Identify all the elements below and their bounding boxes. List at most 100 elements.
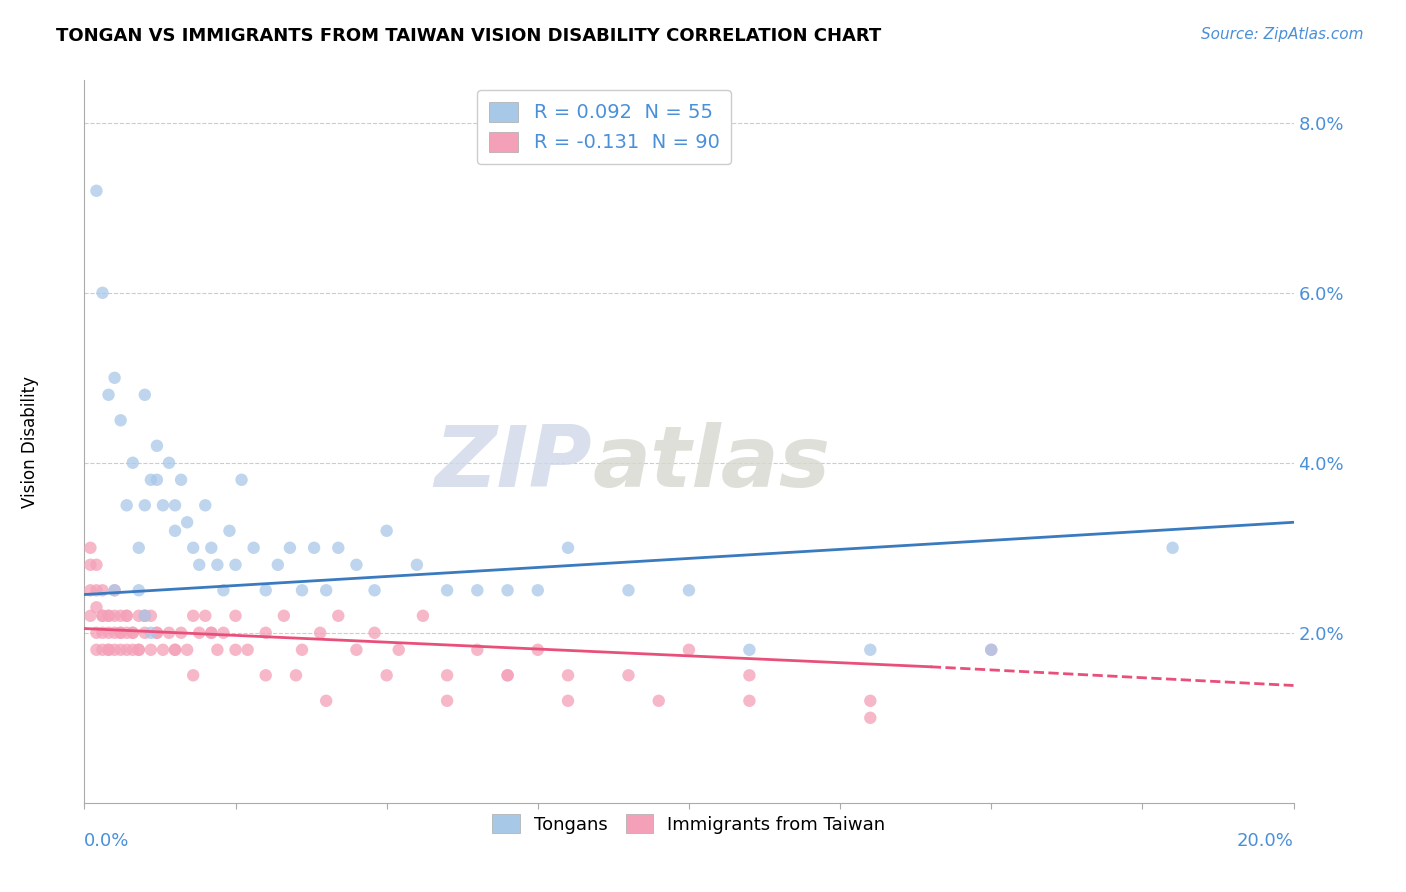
Point xyxy=(254,668,277,682)
Point xyxy=(254,583,277,598)
Point xyxy=(273,608,295,623)
Text: 0.0%: 0.0% xyxy=(84,831,129,850)
Point xyxy=(496,668,519,682)
Point xyxy=(104,583,127,598)
Point xyxy=(176,516,198,530)
Point xyxy=(146,439,169,453)
Point xyxy=(104,371,127,385)
Point xyxy=(363,625,385,640)
Point xyxy=(278,541,301,555)
Point xyxy=(110,413,132,427)
Point xyxy=(207,558,229,572)
Point xyxy=(859,694,882,708)
Point xyxy=(152,498,174,512)
Point xyxy=(188,558,211,572)
Point xyxy=(104,608,127,623)
Point xyxy=(139,473,162,487)
Text: Source: ZipAtlas.com: Source: ZipAtlas.com xyxy=(1201,27,1364,42)
Point xyxy=(212,583,235,598)
Point xyxy=(121,625,143,640)
Point xyxy=(225,642,247,657)
Point xyxy=(97,642,120,657)
Point xyxy=(436,668,458,682)
Text: Vision Disability: Vision Disability xyxy=(21,376,39,508)
Point xyxy=(200,625,222,640)
Point xyxy=(467,583,489,598)
Point xyxy=(557,541,579,555)
Point xyxy=(115,642,138,657)
Point xyxy=(86,583,108,598)
Point xyxy=(176,642,198,657)
Point xyxy=(91,608,114,623)
Point xyxy=(139,608,162,623)
Point xyxy=(200,625,222,640)
Point xyxy=(97,608,120,623)
Point xyxy=(738,642,761,657)
Point xyxy=(170,473,193,487)
Point xyxy=(236,642,259,657)
Point xyxy=(110,625,132,640)
Point xyxy=(328,608,350,623)
Point xyxy=(181,541,204,555)
Point xyxy=(738,694,761,708)
Point xyxy=(121,625,143,640)
Point xyxy=(188,625,211,640)
Point xyxy=(128,608,150,623)
Point xyxy=(152,642,174,657)
Point xyxy=(181,608,204,623)
Point xyxy=(91,583,114,598)
Point xyxy=(315,583,337,598)
Point xyxy=(146,625,169,640)
Point xyxy=(527,642,550,657)
Point xyxy=(315,694,337,708)
Point xyxy=(97,388,120,402)
Point xyxy=(436,583,458,598)
Point xyxy=(121,456,143,470)
Point xyxy=(242,541,264,555)
Point xyxy=(115,625,138,640)
Point xyxy=(79,558,101,572)
Point xyxy=(157,625,180,640)
Point xyxy=(557,668,579,682)
Point xyxy=(115,498,138,512)
Point xyxy=(165,642,187,657)
Point xyxy=(97,625,120,640)
Point xyxy=(139,625,162,640)
Text: ZIP: ZIP xyxy=(434,422,592,505)
Point xyxy=(859,642,882,657)
Point xyxy=(207,642,229,657)
Point xyxy=(467,642,489,657)
Text: 20.0%: 20.0% xyxy=(1237,831,1294,850)
Text: TONGAN VS IMMIGRANTS FROM TAIWAN VISION DISABILITY CORRELATION CHART: TONGAN VS IMMIGRANTS FROM TAIWAN VISION … xyxy=(56,27,882,45)
Point xyxy=(200,541,222,555)
Point xyxy=(97,608,120,623)
Point xyxy=(309,625,332,640)
Point xyxy=(617,583,640,598)
Point xyxy=(346,558,368,572)
Point xyxy=(79,583,101,598)
Point xyxy=(738,668,761,682)
Point xyxy=(86,558,108,572)
Point xyxy=(212,625,235,640)
Point xyxy=(375,524,398,538)
Point xyxy=(165,642,187,657)
Point xyxy=(170,625,193,640)
Point xyxy=(91,625,114,640)
Point xyxy=(980,642,1002,657)
Point xyxy=(91,608,114,623)
Point xyxy=(134,388,156,402)
Point xyxy=(79,608,101,623)
Point xyxy=(291,642,314,657)
Point xyxy=(194,498,217,512)
Point xyxy=(557,694,579,708)
Point xyxy=(86,625,108,640)
Point xyxy=(165,524,187,538)
Point xyxy=(302,541,325,555)
Point xyxy=(678,642,700,657)
Point xyxy=(328,541,350,555)
Point xyxy=(285,668,308,682)
Point xyxy=(165,498,187,512)
Point xyxy=(218,524,240,538)
Point xyxy=(225,558,247,572)
Point xyxy=(86,600,108,615)
